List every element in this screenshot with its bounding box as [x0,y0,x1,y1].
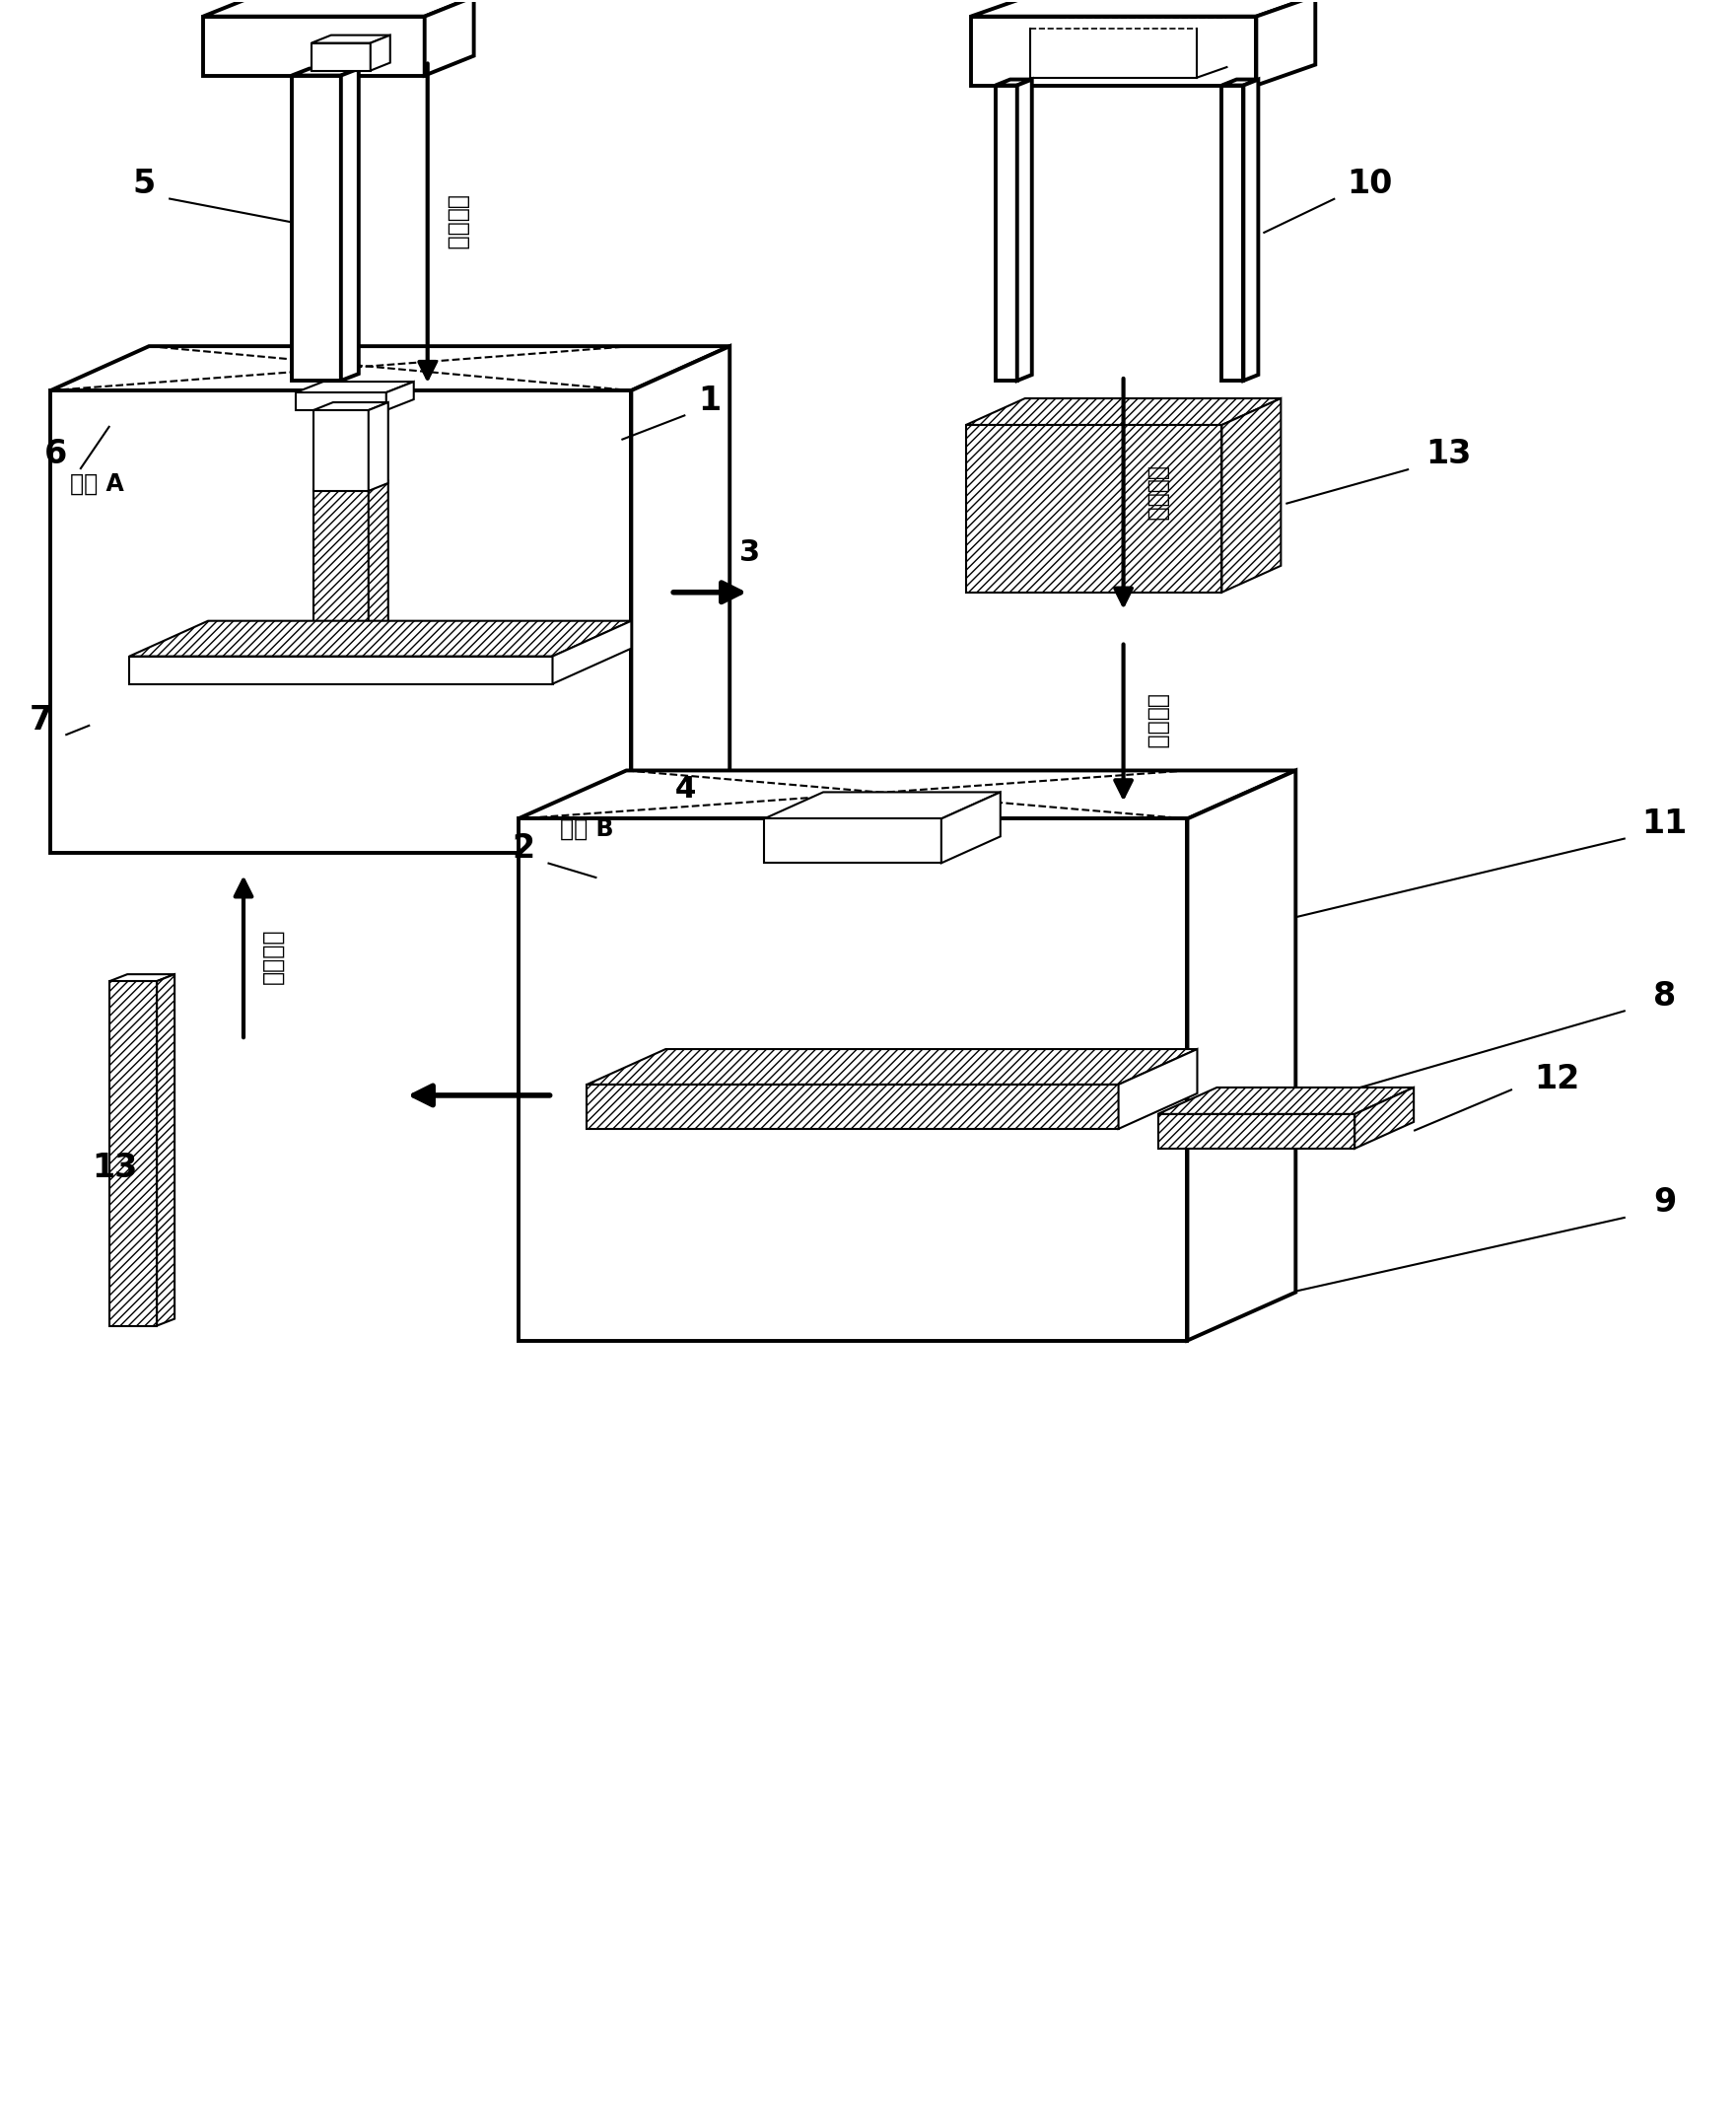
Polygon shape [50,390,632,854]
Text: 10: 10 [1347,167,1392,200]
Text: 2: 2 [512,833,535,864]
Text: 1: 1 [698,384,722,417]
Polygon shape [295,382,413,392]
Polygon shape [314,403,389,411]
Text: 7: 7 [30,704,52,736]
Polygon shape [995,80,1031,84]
Polygon shape [340,70,359,382]
Polygon shape [970,0,1316,17]
Polygon shape [385,382,413,411]
Polygon shape [1257,0,1316,84]
Polygon shape [587,1084,1118,1128]
Polygon shape [295,392,385,411]
Polygon shape [311,36,391,42]
Polygon shape [156,974,175,1326]
Text: 4: 4 [675,776,696,803]
Polygon shape [1187,772,1295,1341]
Text: 5: 5 [132,167,156,200]
Text: 8: 8 [1653,980,1677,1012]
Text: 13: 13 [1425,438,1470,470]
Polygon shape [311,42,370,70]
Polygon shape [128,622,632,656]
Polygon shape [941,793,1000,862]
Polygon shape [965,398,1281,426]
Text: 6: 6 [43,438,68,470]
Polygon shape [1222,80,1259,84]
Polygon shape [1017,80,1031,382]
Polygon shape [1118,1050,1198,1128]
Text: 截面 A: 截面 A [69,472,125,495]
Polygon shape [1222,84,1243,382]
Polygon shape [1354,1088,1413,1149]
Polygon shape [587,1050,1198,1084]
Polygon shape [368,403,389,491]
Polygon shape [368,481,389,666]
Polygon shape [517,818,1187,1341]
Polygon shape [314,489,368,666]
Text: 反向镦压: 反向镦压 [1146,466,1170,521]
Polygon shape [1243,80,1259,382]
Polygon shape [995,84,1017,382]
Polygon shape [1158,1088,1413,1113]
Text: 4: 4 [675,776,696,803]
Polygon shape [314,411,368,491]
Polygon shape [203,17,425,76]
Text: 12: 12 [1533,1062,1580,1096]
Polygon shape [109,974,175,980]
Text: 反向镦压: 反向镦压 [444,196,469,251]
Polygon shape [1158,1113,1354,1149]
Polygon shape [517,772,1295,818]
Polygon shape [50,346,729,390]
Polygon shape [370,36,391,70]
Polygon shape [970,17,1257,84]
Text: 正向镦压: 正向镦压 [1146,694,1170,750]
Text: 13: 13 [92,1151,137,1185]
Polygon shape [292,76,340,382]
Polygon shape [314,481,389,489]
Polygon shape [552,622,632,683]
Polygon shape [965,426,1222,592]
Polygon shape [425,0,474,76]
Polygon shape [764,818,941,862]
Polygon shape [632,346,729,854]
Polygon shape [292,70,359,76]
Text: 截面 B: 截面 B [561,816,615,841]
Polygon shape [109,980,156,1326]
Text: 11: 11 [1642,807,1687,839]
Polygon shape [1222,398,1281,592]
Text: 正向镦压: 正向镦压 [260,930,285,984]
Polygon shape [128,656,552,683]
Text: 9: 9 [1653,1187,1677,1218]
Polygon shape [203,0,474,17]
Polygon shape [764,793,1000,818]
Text: 3: 3 [740,540,760,567]
